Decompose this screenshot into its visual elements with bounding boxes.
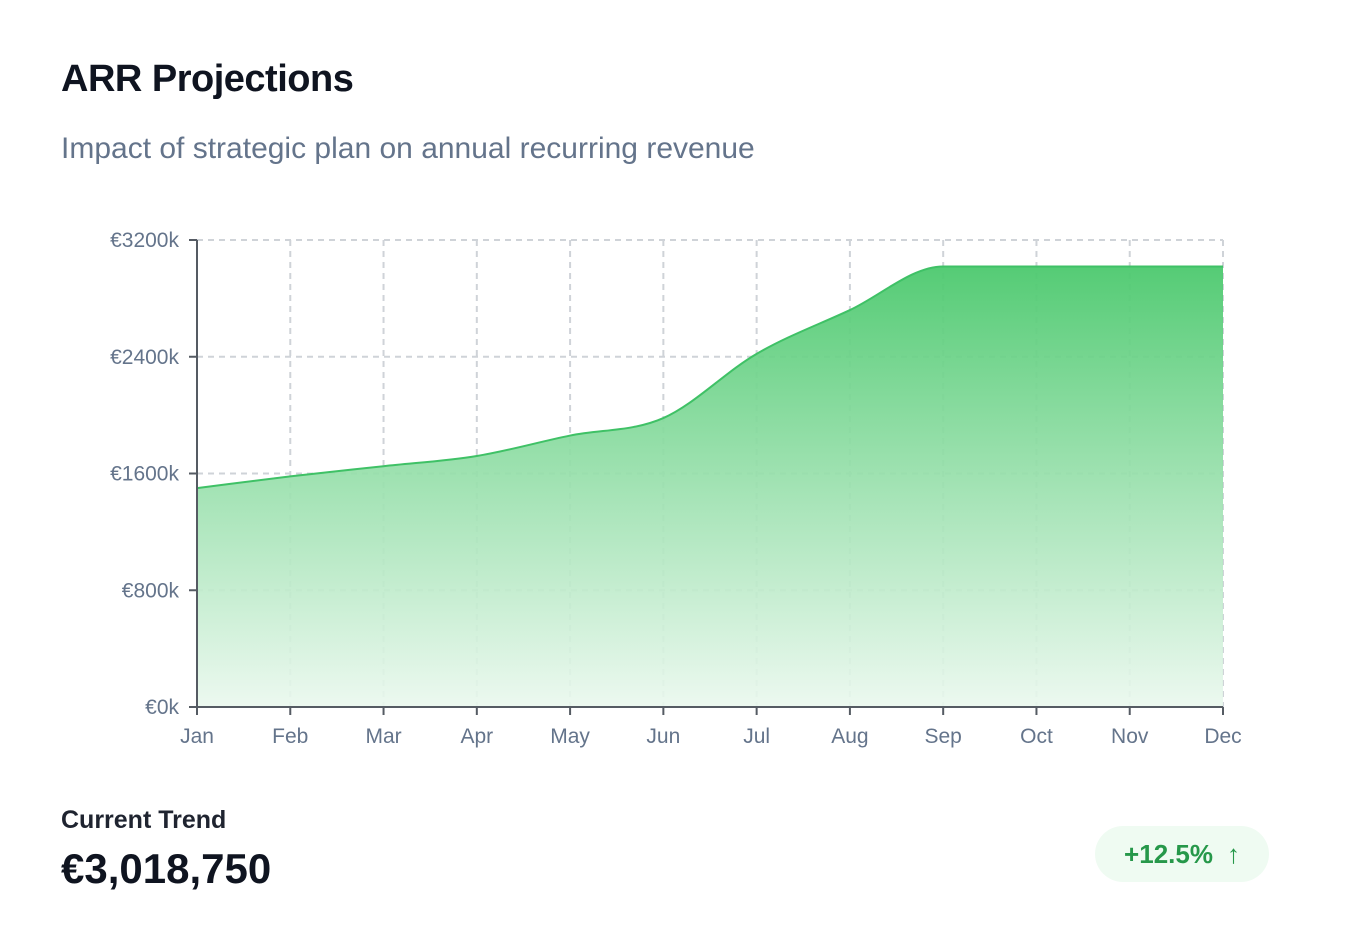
page-title: ARR Projections (61, 58, 354, 100)
page-subtitle: Impact of strategic plan on annual recur… (61, 132, 755, 165)
y-tick-label: €2400k (110, 346, 179, 369)
arrow-up-icon: ↑ (1226, 838, 1240, 869)
arr-series-line (196, 265, 1223, 490)
x-tick-label: Dec (1204, 725, 1241, 748)
y-tick-label: €0k (145, 696, 179, 719)
current-trend-label: Current Trend (61, 806, 227, 834)
x-tick-label: Mar (365, 725, 401, 748)
x-tick-label: Jun (646, 725, 680, 748)
x-tick-label: Nov (1111, 725, 1149, 748)
current-trend-value: €3,018,750 (61, 845, 272, 892)
x-tick-label: Apr (460, 725, 493, 748)
y-tick-label: €1600k (110, 463, 179, 486)
y-tick-label: €3200k (110, 229, 179, 252)
x-tick-label: Feb (272, 725, 308, 748)
x-tick-label: May (550, 725, 590, 748)
trend-change-value: +12.5% (1124, 838, 1213, 869)
trend-change-badge: +12.5% ↑ (1095, 826, 1269, 882)
x-tick-label: Oct (1020, 725, 1053, 748)
y-tick-label: €800k (122, 579, 180, 602)
x-tick-label: Sep (924, 725, 961, 748)
x-tick-label: Aug (831, 725, 868, 748)
arr-area-chart: €0k €800k €1600k €2400k €3200k Jan Feb Mar Apr M… (110, 229, 1242, 748)
y-axis-ticks: €0k €800k €1600k €2400k €3200k (110, 229, 197, 719)
x-axis-ticks: Jan Feb Mar Apr May Jun Jul Aug Sep Oct Nov Dec (180, 707, 1242, 748)
arr-area-fill (197, 266, 1223, 707)
x-tick-label: Jan (180, 725, 214, 748)
x-tick-label: Jul (743, 725, 770, 748)
